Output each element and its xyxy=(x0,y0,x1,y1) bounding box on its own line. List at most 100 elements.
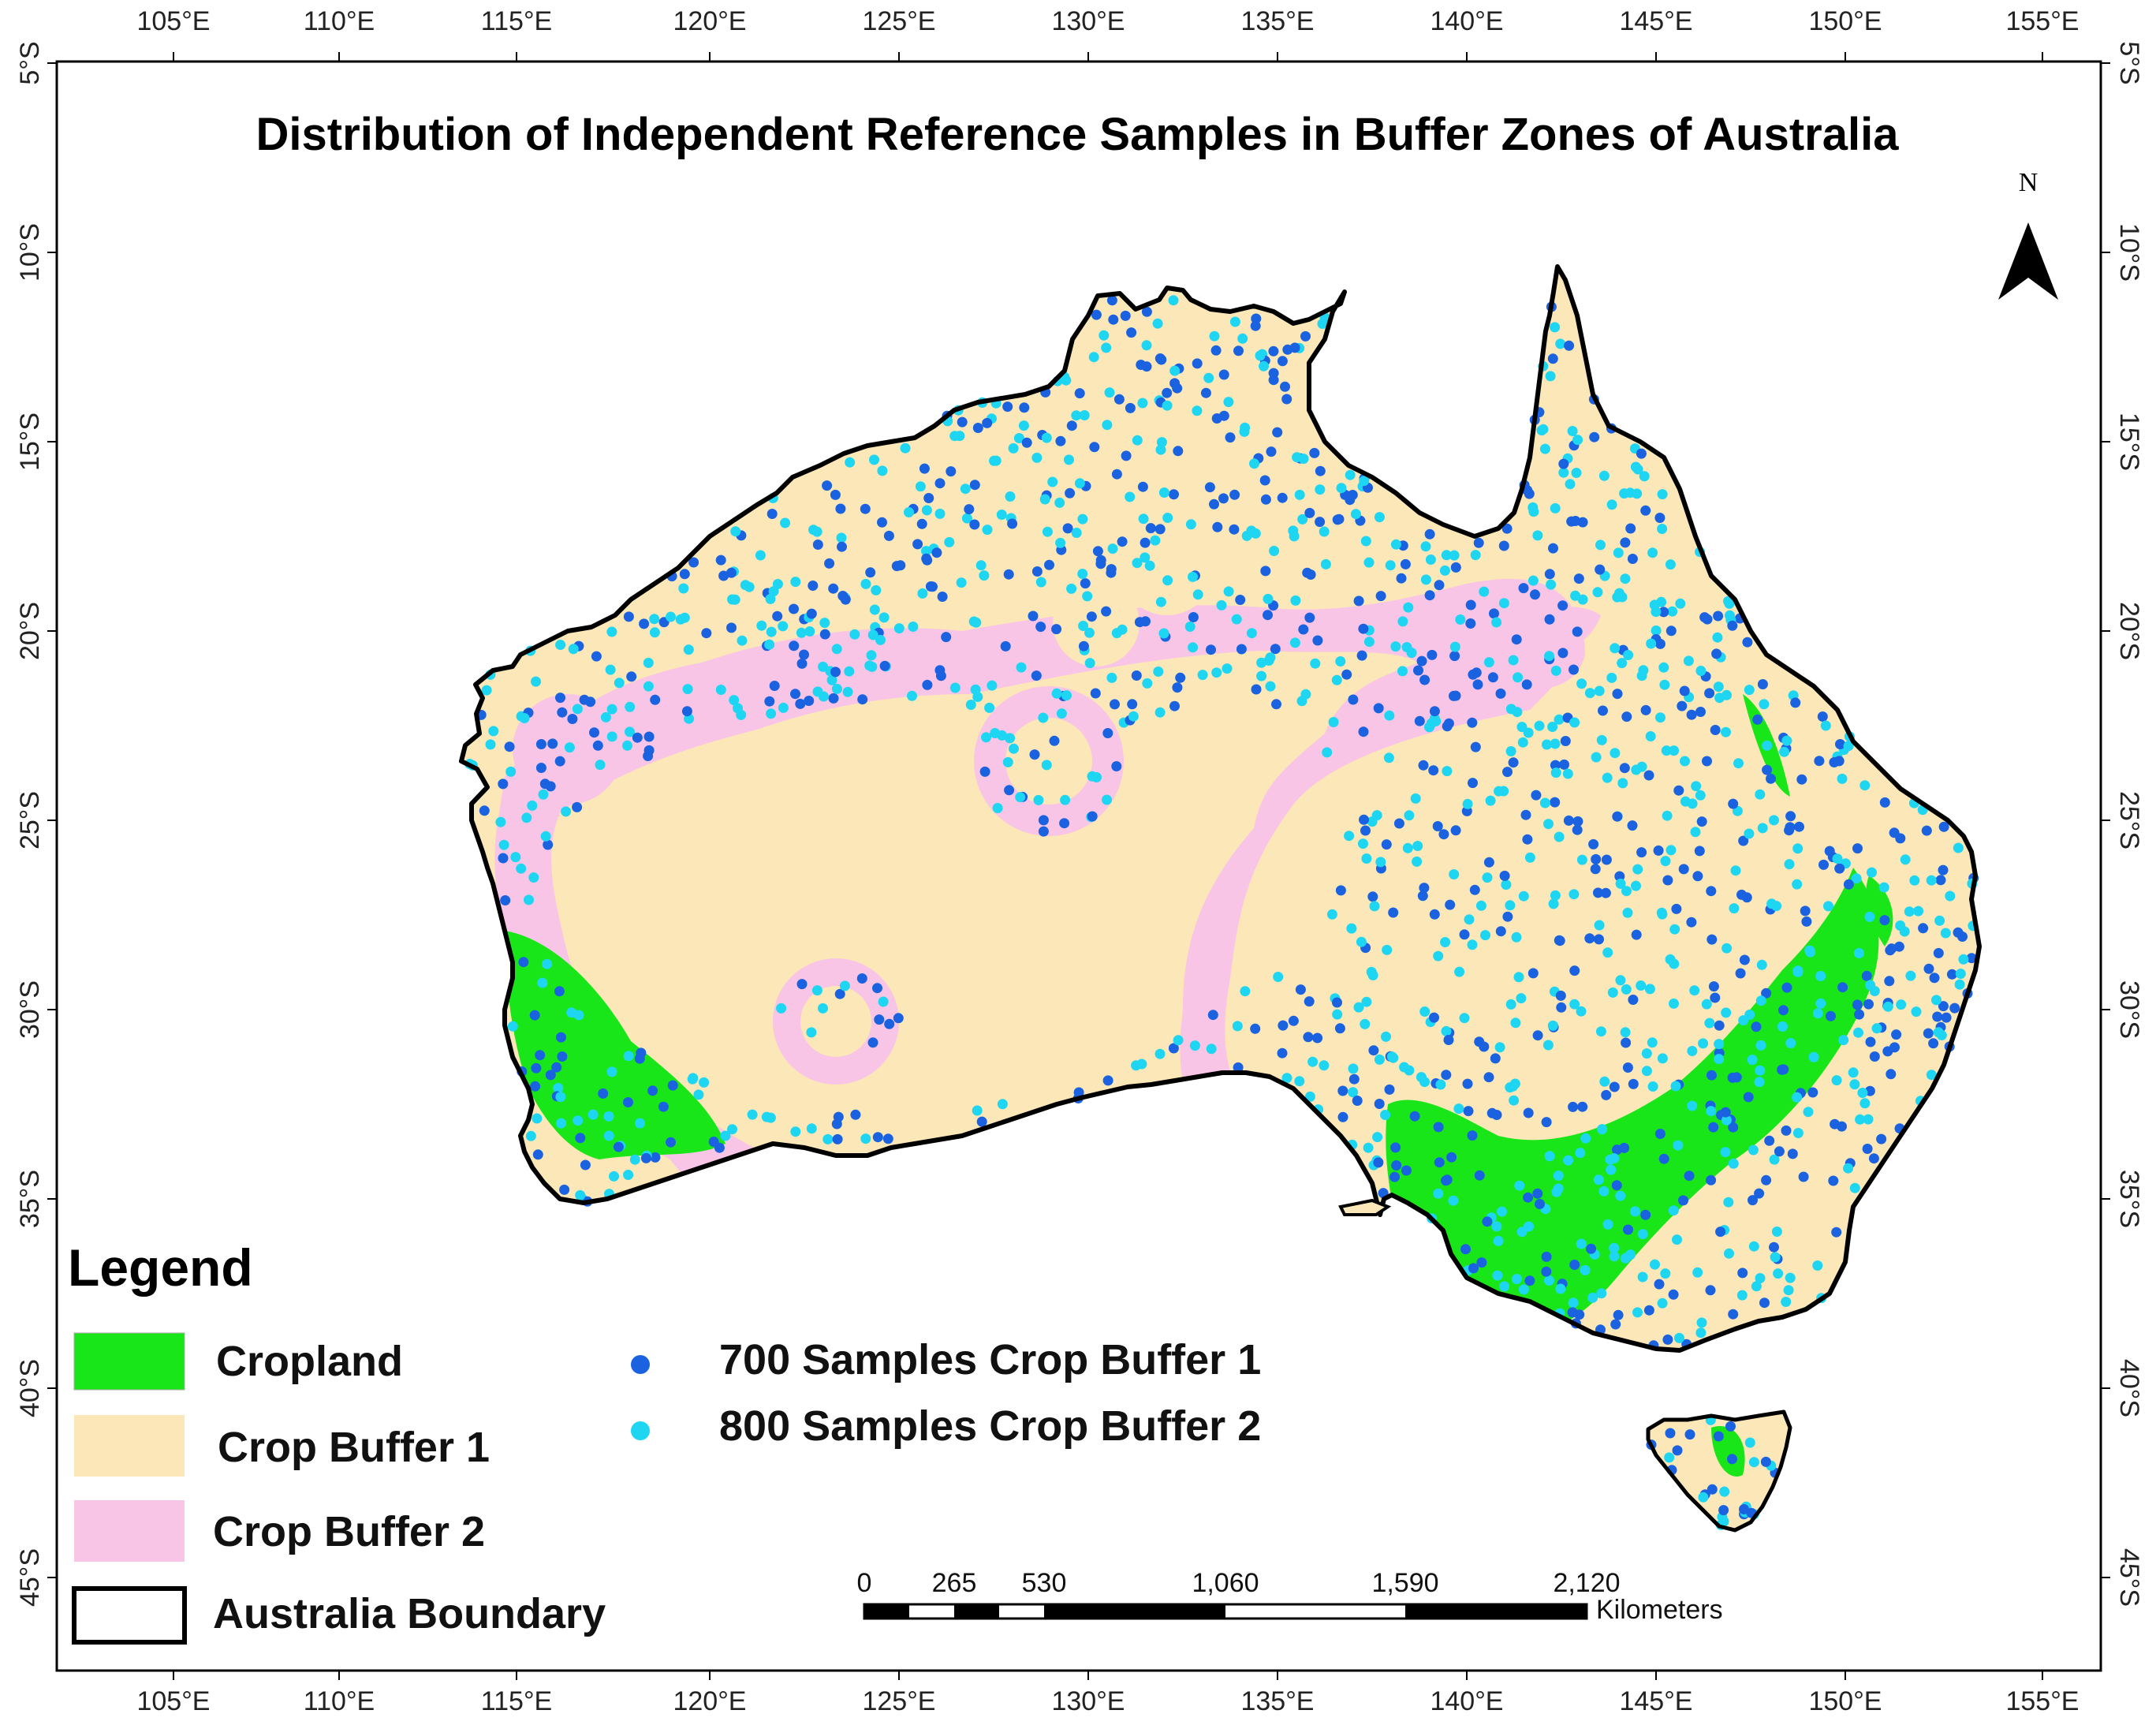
sample-point-buffer-1 xyxy=(1270,644,1281,655)
sample-point-buffer-2 xyxy=(606,704,617,715)
sample-point-buffer-1 xyxy=(1460,1244,1471,1255)
sample-point-buffer-2 xyxy=(1617,778,1628,789)
legend-marker-crop-buffer-1-samples xyxy=(631,1355,650,1374)
sample-point-buffer-2 xyxy=(1622,907,1633,918)
sample-point-buffer-2 xyxy=(1721,1115,1732,1126)
lat-tick-label-right: 40°S xyxy=(2114,1359,2144,1417)
scale-tick-0: 0 xyxy=(857,1568,872,1598)
sample-point-buffer-1 xyxy=(1523,1107,1534,1118)
sample-point-buffer-1 xyxy=(1818,859,1829,870)
sample-point-buffer-1 xyxy=(531,1062,542,1073)
sample-point-buffer-1 xyxy=(1080,578,1091,589)
sample-point-buffer-1 xyxy=(1110,699,1120,710)
sample-point-buffer-1 xyxy=(1686,917,1697,928)
sample-point-buffer-2 xyxy=(1087,771,1098,782)
sample-point-buffer-1 xyxy=(1089,442,1100,453)
sample-point-buffer-2 xyxy=(1550,502,1561,513)
sample-point-buffer-1 xyxy=(498,778,509,790)
sample-point-buffer-2 xyxy=(1584,688,1595,699)
sample-point-buffer-1 xyxy=(884,1018,895,1029)
sample-point-buffer-2 xyxy=(1864,911,1875,922)
sample-point-buffer-1 xyxy=(1636,847,1647,858)
sample-point-buffer-2 xyxy=(1188,642,1199,653)
sample-point-buffer-2 xyxy=(1223,397,1234,408)
sample-point-buffer-2 xyxy=(1602,1219,1613,1230)
sample-point-buffer-2 xyxy=(1015,792,1026,803)
sample-point-buffer-2 xyxy=(1657,489,1668,500)
sample-point-buffer-2 xyxy=(1721,726,1731,737)
sample-point-buffer-2 xyxy=(540,831,551,842)
sample-point-buffer-1 xyxy=(764,696,775,707)
sample-point-buffer-1 xyxy=(1932,1011,1943,1022)
sample-point-buffer-2 xyxy=(778,702,789,713)
sample-point-buffer-1 xyxy=(714,1142,725,1153)
sample-point-buffer-1 xyxy=(1560,736,1571,746)
sample-point-buffer-2 xyxy=(1720,1147,1731,1158)
sample-point-buffer-1 xyxy=(1631,929,1642,940)
sample-point-buffer-1 xyxy=(979,766,990,777)
sample-point-buffer-1 xyxy=(857,694,868,705)
sample-point-buffer-2 xyxy=(1402,842,1413,853)
sample-point-buffer-2 xyxy=(1184,622,1195,632)
sample-point-buffer-1 xyxy=(1879,797,1890,808)
sample-point-buffer-2 xyxy=(1315,484,1326,495)
sample-point-buffer-1 xyxy=(1807,1087,1818,1098)
sample-point-buffer-2 xyxy=(1322,747,1333,758)
sample-point-buffer-1 xyxy=(1282,344,1293,355)
sample-point-buffer-2 xyxy=(1563,1155,1574,1166)
sample-point-buffer-2 xyxy=(877,465,888,476)
sample-point-buffer-1 xyxy=(543,839,554,850)
sample-point-buffer-1 xyxy=(789,640,800,652)
sample-point-buffer-2 xyxy=(1623,650,1634,660)
sample-point-buffer-2 xyxy=(1567,426,1578,436)
sample-point-buffer-1 xyxy=(1704,688,1715,699)
sample-point-buffer-2 xyxy=(1675,598,1686,609)
sample-point-buffer-2 xyxy=(1855,1114,1866,1125)
sample-point-buffer-2 xyxy=(1256,670,1267,681)
sample-point-buffer-2 xyxy=(1851,873,1862,884)
lon-tick-label-top: 135°E xyxy=(1240,6,1314,36)
sample-point-buffer-2 xyxy=(1815,998,1826,1009)
sample-point-buffer-2 xyxy=(1728,1158,1739,1169)
sample-point-buffer-1 xyxy=(1933,947,1944,958)
sample-point-buffer-2 xyxy=(1913,905,1924,917)
sample-point-buffer-1 xyxy=(1828,1175,1839,1186)
sample-point-buffer-2 xyxy=(498,839,509,850)
sample-point-buffer-2 xyxy=(605,664,616,675)
sample-point-buffer-2 xyxy=(1769,815,1779,826)
sample-point-buffer-2 xyxy=(1615,878,1626,889)
sample-point-buffer-1 xyxy=(1889,827,1900,838)
sample-point-buffer-2 xyxy=(1698,1492,1709,1503)
sample-point-buffer-2 xyxy=(1934,915,1945,926)
sample-point-buffer-1 xyxy=(1718,1505,1729,1516)
sample-point-buffer-1 xyxy=(535,763,546,773)
sample-point-buffer-2 xyxy=(1416,1072,1427,1083)
sample-point-buffer-1 xyxy=(1879,915,1890,926)
sample-point-buffer-2 xyxy=(1131,1060,1142,1071)
sample-point-buffer-1 xyxy=(1429,706,1440,717)
sample-point-buffer-1 xyxy=(1450,825,1461,836)
sample-point-buffer-1 xyxy=(613,1141,624,1152)
sample-point-buffer-2 xyxy=(1332,1009,1343,1020)
sample-point-buffer-1 xyxy=(1106,567,1117,578)
sample-point-buffer-1 xyxy=(1594,934,1604,945)
sample-point-buffer-2 xyxy=(1812,1260,1823,1271)
lat-tick-label-right: 10°S xyxy=(2114,223,2144,282)
sample-point-buffer-1 xyxy=(1373,703,1384,714)
sample-point-buffer-2 xyxy=(1479,586,1490,597)
sample-point-buffer-1 xyxy=(1573,573,1584,584)
sample-point-buffer-2 xyxy=(1550,890,1561,901)
sample-point-buffer-1 xyxy=(830,666,841,678)
sample-point-buffer-1 xyxy=(1831,1227,1842,1238)
sample-point-buffer-2 xyxy=(1491,1221,1502,1232)
sample-point-buffer-2 xyxy=(1926,1070,1937,1081)
sample-point-buffer-1 xyxy=(1835,739,1845,749)
north-buffer-1-circle-b xyxy=(1120,521,1214,615)
sample-point-buffer-2 xyxy=(1363,637,1375,648)
sample-point-buffer-1 xyxy=(1304,507,1315,518)
sample-point-buffer-2 xyxy=(1647,1081,1658,1092)
sample-point-buffer-1 xyxy=(1653,845,1664,856)
sample-point-buffer-2 xyxy=(1849,1182,1860,1193)
sample-point-buffer-2 xyxy=(1361,853,1372,864)
sample-point-buffer-2 xyxy=(1380,1110,1391,1120)
